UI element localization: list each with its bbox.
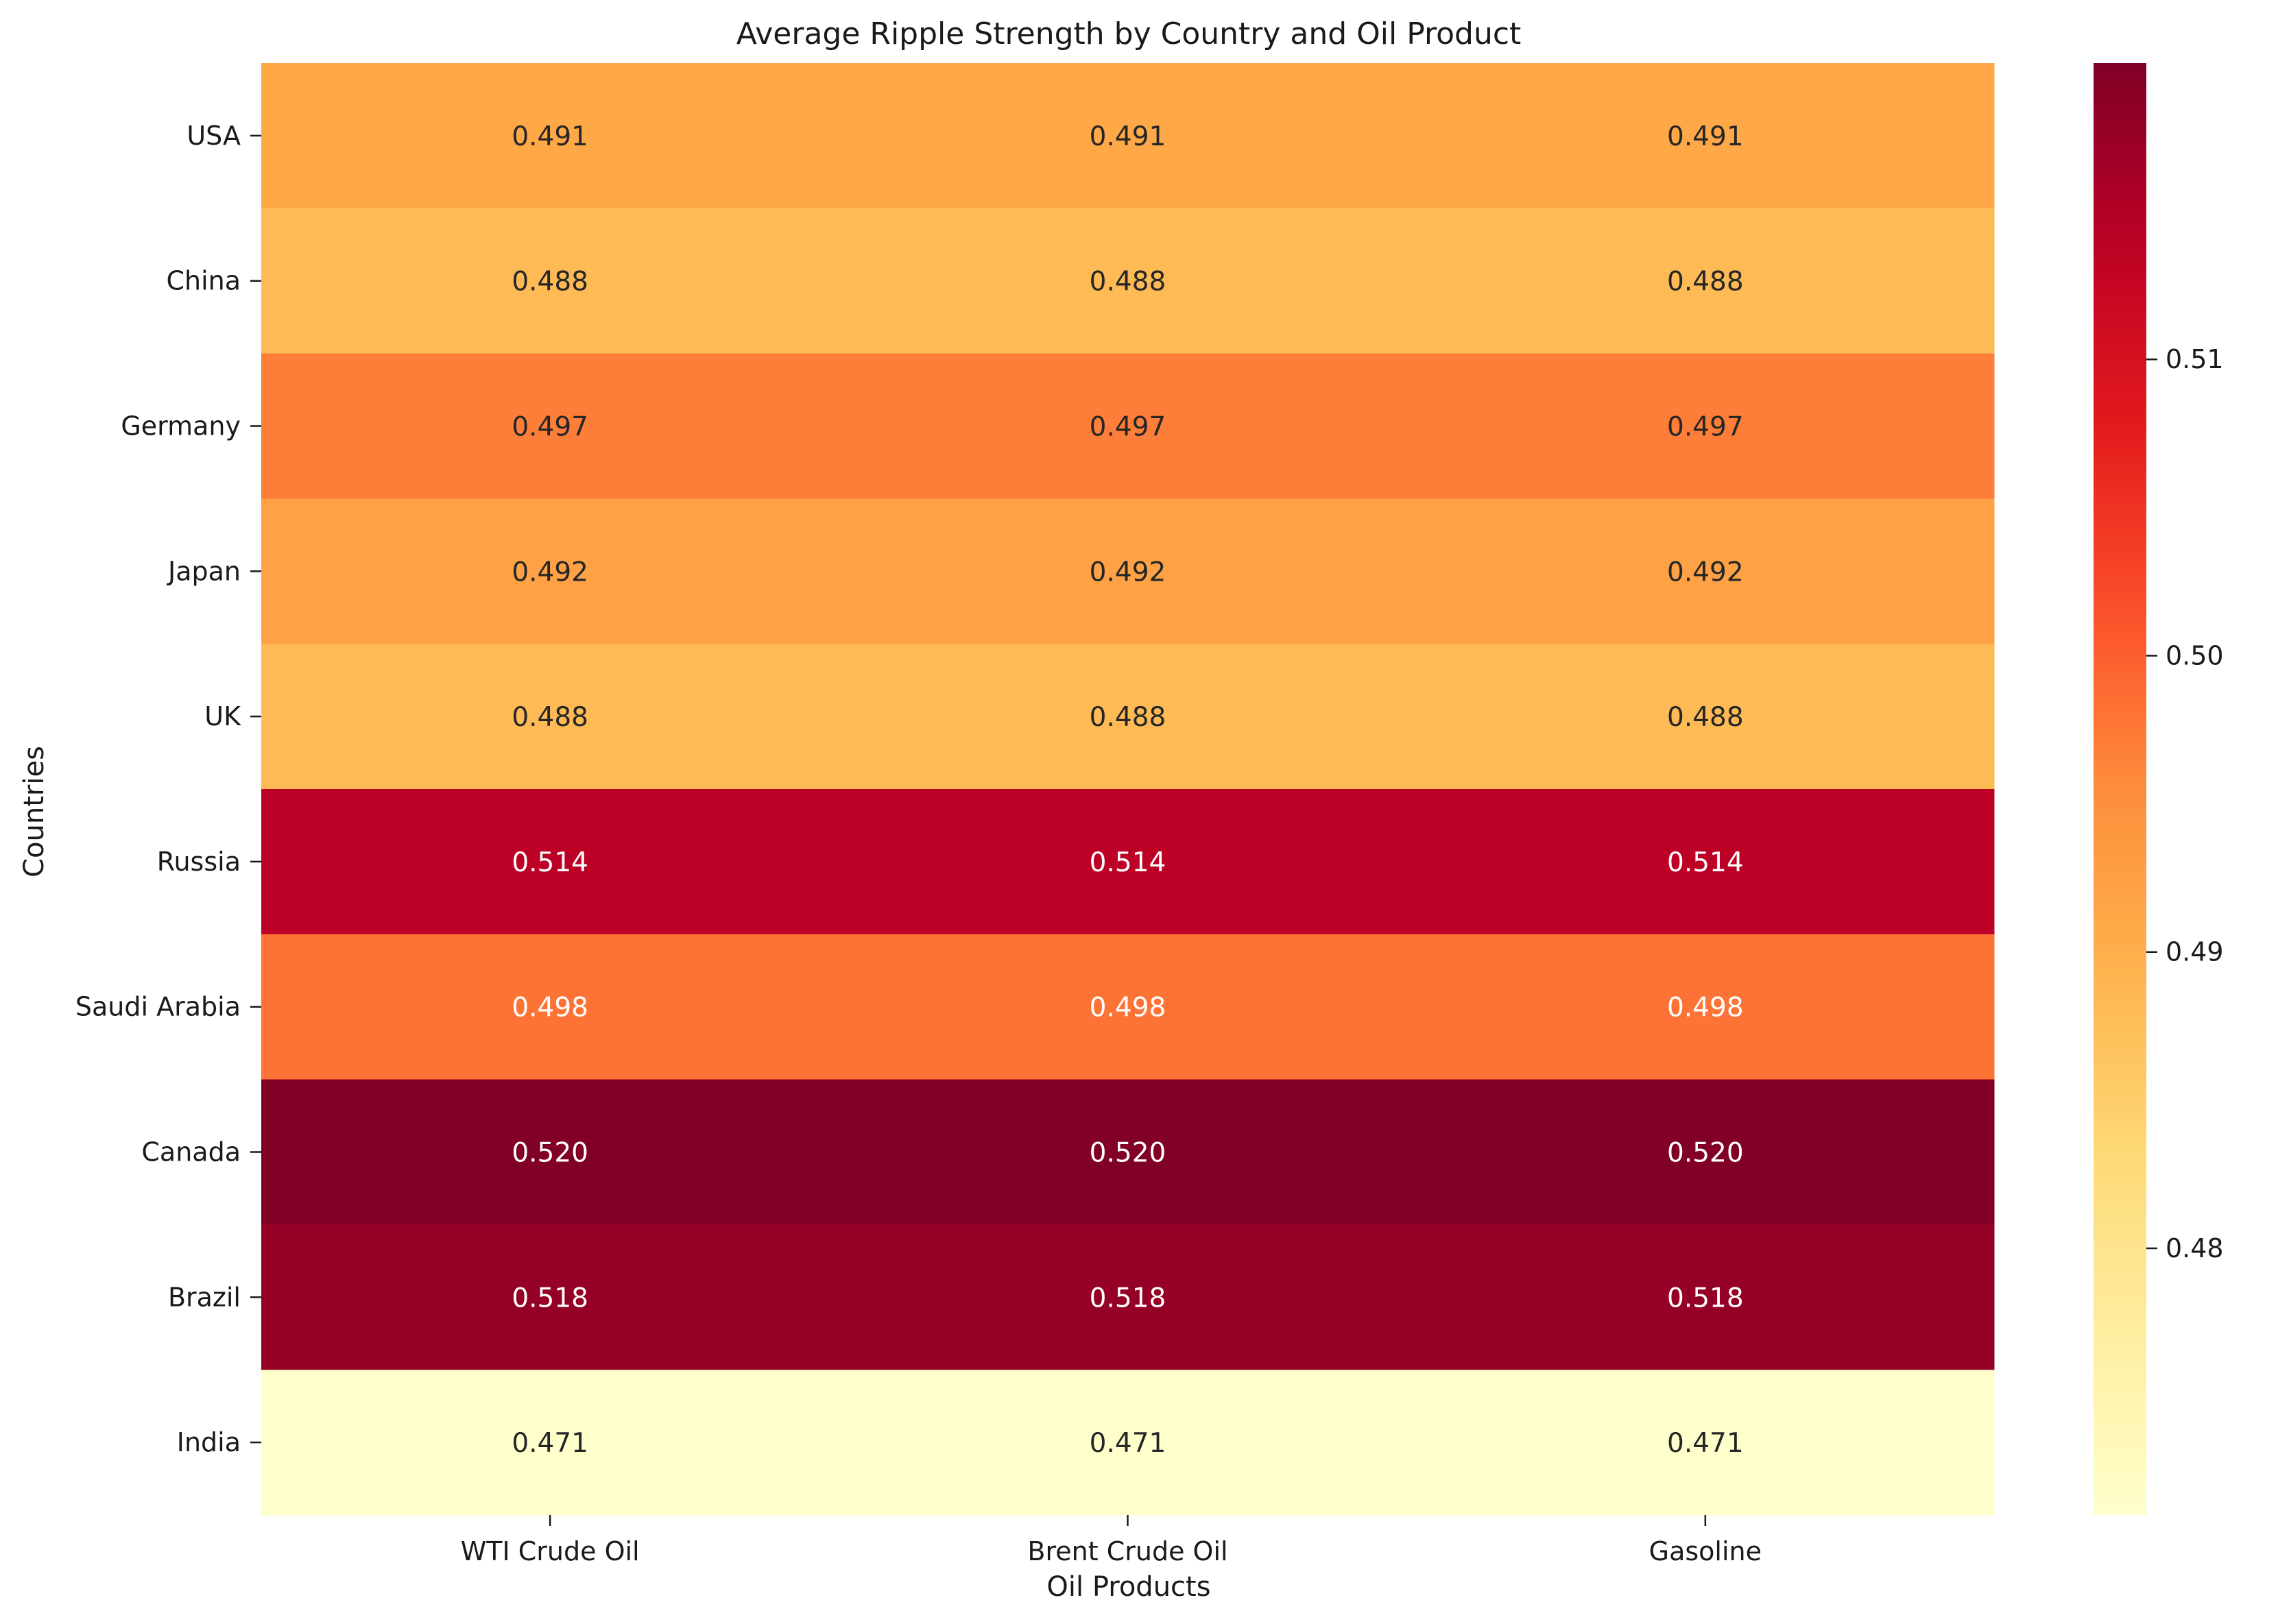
heatmap-cell-china-wti-crude-oil bbox=[261, 208, 839, 354]
heatmap-cell-usa-brent-crude-oil bbox=[839, 63, 1417, 209]
cell-value-label: 0.514 bbox=[512, 847, 588, 878]
heatmap-cell-brazil-brent-crude-oil bbox=[839, 1224, 1417, 1370]
y-axis-label: Countries bbox=[19, 746, 50, 877]
heatmap-cell-canada-gasoline bbox=[1416, 1079, 1995, 1225]
cell-value-label: 0.491 bbox=[1667, 121, 1744, 152]
cell-value-label: 0.488 bbox=[1667, 267, 1744, 298]
y-axis: USA China Germany Japan UK Russia Saudi Arabia… bbox=[75, 121, 261, 1457]
x-tick-label: WTI Crude Oil bbox=[461, 1536, 640, 1566]
heatmap-cell-saudi-arabia-brent-crude-oil bbox=[839, 934, 1417, 1080]
chart-title: Average Ripple Strength by Country and O… bbox=[736, 16, 1522, 51]
heatmap-cell-india-wti-crude-oil bbox=[261, 1370, 839, 1516]
cell-value-label: 0.497 bbox=[1667, 412, 1744, 443]
y-tick-label: Japan bbox=[167, 556, 241, 586]
cell-value-label: 0.518 bbox=[1090, 1283, 1166, 1313]
y-tick-label: Russia bbox=[157, 847, 241, 877]
cell-value-label: 0.488 bbox=[1667, 702, 1744, 733]
heatmap-cell-germany-brent-crude-oil bbox=[839, 353, 1417, 499]
y-tick-label: China bbox=[166, 266, 241, 296]
heatmap-cell-uk-wti-crude-oil bbox=[261, 644, 839, 790]
colorbar-tick-label: 0.49 bbox=[2166, 937, 2224, 967]
cell-value-label: 0.471 bbox=[512, 1428, 588, 1459]
heatmap-cell-china-gasoline bbox=[1416, 208, 1995, 354]
heatmap-cell-germany-wti-crude-oil bbox=[261, 353, 839, 499]
y-tick-label: Germany bbox=[121, 411, 241, 441]
heatmap-cell-japan-wti-crude-oil bbox=[261, 498, 839, 644]
y-tick-label: Canada bbox=[141, 1137, 241, 1167]
colorbar-tick-label: 0.48 bbox=[2166, 1233, 2224, 1263]
cell-value-label: 0.518 bbox=[512, 1283, 588, 1313]
heatmap-cell-labels: 0.491 0.491 0.491 0.488 0.488 0.488 0.497 0.497… bbox=[512, 121, 1743, 1459]
cell-value-label: 0.491 bbox=[512, 121, 588, 152]
heatmap-cell-india-brent-crude-oil bbox=[839, 1370, 1417, 1516]
y-tick-label: Brazil bbox=[168, 1282, 241, 1312]
cell-value-label: 0.520 bbox=[1090, 1138, 1166, 1169]
heatmap-cell-uk-gasoline bbox=[1416, 644, 1995, 790]
heatmap-cell-usa-gasoline bbox=[1416, 63, 1995, 209]
y-tick-label: Saudi Arabia bbox=[75, 992, 241, 1022]
heatmap-cell-india-gasoline bbox=[1416, 1370, 1995, 1516]
heatmap-cell-russia-gasoline bbox=[1416, 789, 1995, 935]
cell-value-label: 0.488 bbox=[1090, 267, 1166, 298]
colorbar bbox=[2094, 63, 2146, 1515]
heatmap-cell-russia-brent-crude-oil bbox=[839, 789, 1417, 935]
heatmap-cell-usa-wti-crude-oil bbox=[261, 63, 839, 209]
heatmap-cell-canada-brent-crude-oil bbox=[839, 1079, 1417, 1225]
cell-value-label: 0.471 bbox=[1667, 1428, 1744, 1459]
colorbar-tick-label: 0.51 bbox=[2166, 344, 2224, 374]
cell-value-label: 0.497 bbox=[512, 412, 588, 443]
heatmap-cell-japan-gasoline bbox=[1416, 498, 1995, 644]
cell-value-label: 0.520 bbox=[1667, 1138, 1744, 1169]
heatmap-cells bbox=[261, 63, 1995, 1516]
cell-value-label: 0.498 bbox=[1667, 993, 1744, 1023]
y-tick-label: USA bbox=[187, 121, 241, 151]
heatmap-cell-russia-wti-crude-oil bbox=[261, 789, 839, 935]
heatmap-cell-china-brent-crude-oil bbox=[839, 208, 1417, 354]
heatmap-cell-saudi-arabia-wti-crude-oil bbox=[261, 934, 839, 1080]
x-tick-label: Gasoline bbox=[1649, 1536, 1762, 1566]
y-tick-label: UK bbox=[204, 701, 241, 731]
cell-value-label: 0.514 bbox=[1090, 847, 1166, 878]
cell-value-label: 0.488 bbox=[512, 267, 588, 298]
cell-value-label: 0.491 bbox=[1090, 121, 1166, 152]
heatmap-cell-germany-gasoline bbox=[1416, 353, 1995, 499]
cell-value-label: 0.520 bbox=[512, 1138, 588, 1169]
cell-value-label: 0.471 bbox=[1090, 1428, 1166, 1459]
heatmap-cell-japan-brent-crude-oil bbox=[839, 498, 1417, 644]
colorbar-tick-label: 0.50 bbox=[2166, 640, 2224, 670]
heatmap-cell-uk-brent-crude-oil bbox=[839, 644, 1417, 790]
cell-value-label: 0.488 bbox=[1090, 702, 1166, 733]
x-tick-label: Brent Crude Oil bbox=[1027, 1536, 1227, 1566]
x-axis: WTI Crude Oil Brent Crude Oil Gasoline bbox=[461, 1515, 1762, 1566]
cell-value-label: 0.514 bbox=[1667, 847, 1744, 878]
cell-value-label: 0.492 bbox=[512, 557, 588, 587]
cell-value-label: 0.518 bbox=[1667, 1283, 1744, 1313]
heatmap-cell-saudi-arabia-gasoline bbox=[1416, 934, 1995, 1080]
y-tick-label: India bbox=[177, 1427, 241, 1457]
cell-value-label: 0.488 bbox=[512, 702, 588, 733]
heatmap-cell-canada-wti-crude-oil bbox=[261, 1079, 839, 1225]
cell-value-label: 0.498 bbox=[1090, 993, 1166, 1023]
heatmap-cell-brazil-wti-crude-oil bbox=[261, 1224, 839, 1370]
cell-value-label: 0.498 bbox=[512, 993, 588, 1023]
cell-value-label: 0.497 bbox=[1090, 412, 1166, 443]
cell-value-label: 0.492 bbox=[1667, 557, 1744, 587]
cell-value-label: 0.492 bbox=[1090, 557, 1166, 587]
heatmap-cell-brazil-gasoline bbox=[1416, 1224, 1995, 1370]
colorbar-ticks: 0.48 0.49 0.50 0.51 bbox=[2146, 344, 2224, 1263]
x-axis-label: Oil Products bbox=[1046, 1571, 1210, 1603]
